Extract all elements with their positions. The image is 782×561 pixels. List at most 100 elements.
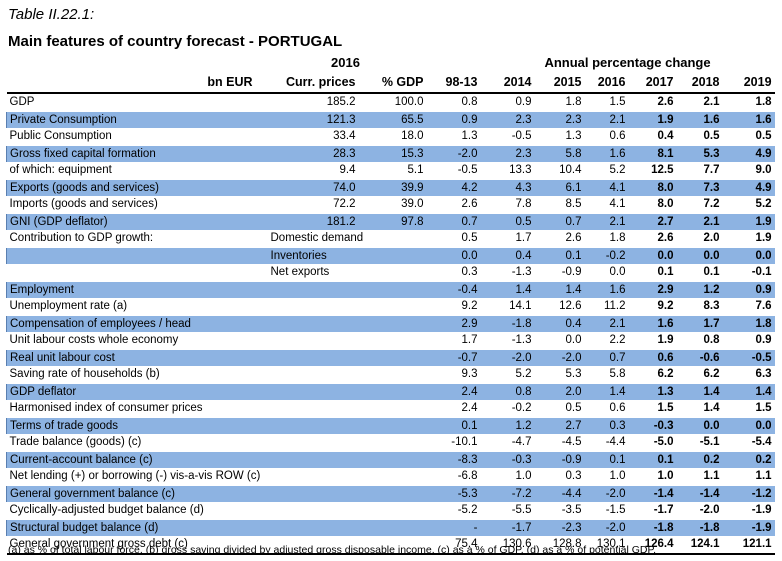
cell-value: 2.1	[676, 212, 723, 230]
cell-value: 2.4	[461, 402, 478, 414]
cell-value: -2.0	[480, 348, 535, 366]
cell-pct-gdp	[358, 450, 427, 468]
cell-value: -1.3	[511, 334, 532, 346]
cell-curr-prices	[265, 366, 359, 383]
cell-value: 1.7	[676, 314, 723, 332]
table-row: Real unit labour cost -0.7 -2.0 -2.0 0.7 0.6-…	[6, 348, 775, 366]
cell-pct-gdp: 18.0	[401, 130, 424, 142]
cell-value: 7.7	[703, 164, 720, 176]
cell-value: 0.0	[676, 246, 723, 264]
cell-curr-prices	[264, 416, 359, 434]
cell-value: 130.6	[480, 536, 535, 555]
cell-value: 5.2	[609, 164, 626, 176]
cell-value: 0.8	[480, 382, 535, 400]
cell-value: -0.3	[628, 416, 677, 434]
cell-value: 2.2	[609, 334, 626, 346]
cell-pct-gdp	[359, 400, 427, 417]
cell-value: 1.5	[755, 402, 772, 414]
cell-curr-prices: 74.0	[264, 178, 359, 196]
row-sublabel: Inventories	[264, 246, 427, 264]
cell-value: -0.2	[584, 246, 629, 264]
table-row: Net exports 0.3 -1.3 -0.9 0.0 0.1 0.1 -0.1	[7, 264, 775, 281]
cell-value: 0.2	[722, 450, 775, 468]
row-label: Contribution to GDP growth:	[9, 232, 154, 244]
row-label: Current-account balance (c)	[6, 450, 265, 468]
cell-value: 124.1	[676, 536, 723, 555]
cell-value: 0.4	[480, 246, 535, 264]
cell-value: -2.0	[534, 348, 585, 366]
cell-value: 11.2	[603, 300, 626, 312]
cell-curr-prices	[265, 434, 359, 451]
cell-value: 1.3	[565, 130, 582, 142]
header-year-2018: 2018	[676, 72, 723, 94]
cell-value: 9.0	[755, 164, 772, 176]
table-row: Unemployment rate (a) 9.2 14.1 12.6 11.2 9.2 8…	[7, 298, 775, 315]
cell-value: 0.9	[515, 96, 532, 108]
table-row: Cyclically-adjusted budget balance (d) -5…	[7, 502, 775, 519]
header-year-2015: 2015	[534, 72, 585, 94]
cell-curr-prices	[265, 400, 359, 417]
cell-value: -1.4	[676, 484, 723, 502]
cell-value: 2.0	[534, 382, 585, 400]
cell-pct-gdp	[358, 518, 427, 536]
row-label: of which: equipment	[9, 164, 112, 176]
cell-value: -7.2	[480, 484, 535, 502]
row-label: Compensation of employees / head	[6, 314, 265, 332]
cell-value: -0.7	[426, 348, 481, 366]
cell-value: 0.6	[609, 402, 626, 414]
cell-pct-gdp	[358, 416, 427, 434]
cell-curr-prices	[264, 518, 359, 536]
cell-value: 8.5	[565, 198, 582, 210]
cell-value: 14.1	[509, 300, 532, 312]
cell-curr-prices	[265, 468, 359, 485]
cell-value: 9.2	[461, 300, 478, 312]
table-row: Employment -0.4 1.4 1.4 1.6 2.9 1.2 0.9	[6, 280, 775, 298]
cell-value: 9.3	[461, 368, 478, 380]
cell-value: -3.5	[561, 504, 582, 516]
table-row: Public Consumption 33.4 18.0 1.3 -0.5 1.3 0.6 0…	[7, 128, 775, 145]
cell-value: 1.4	[584, 382, 629, 400]
cell-value: 4.1	[584, 178, 629, 196]
cell-value: 1.6	[628, 314, 677, 332]
cell-value: 9.2	[657, 300, 674, 312]
cell-value: 2.6	[565, 232, 582, 244]
cell-value: 0.7	[534, 212, 585, 230]
cell-value: 4.3	[480, 178, 535, 196]
cell-curr-prices	[264, 484, 359, 502]
cell-value: 1.1	[703, 470, 720, 482]
row-label: GDP deflator	[6, 382, 265, 400]
cell-value: 5.2	[515, 368, 532, 380]
cell-value: 2.1	[703, 96, 720, 108]
cell-value: -2.0	[584, 484, 629, 502]
row-label: Exports (goods and services)	[6, 178, 265, 196]
cell-value: 7.2	[703, 198, 720, 210]
cell-value: 1.0	[657, 470, 674, 482]
table-row: Current-account balance (c) -8.3 -0.3 -0.9 0…	[6, 450, 775, 468]
cell-value: 1.4	[480, 280, 535, 298]
table-row: of which: equipment 9.4 5.1 -0.5 13.3 10.4 5.2…	[7, 162, 775, 179]
table-row: GDP 185.2 100.0 0.8 0.9 1.8 1.5 2.6 2.1 1.8	[7, 93, 775, 111]
cell-value: -0.9	[534, 450, 585, 468]
table-row: Compensation of employees / head 2.9 -1.8 0…	[6, 314, 775, 332]
cell-value: -1.8	[628, 518, 677, 536]
header-curr-prices: Curr. prices	[264, 72, 359, 94]
cell-value: 1.0	[609, 470, 626, 482]
cell-value: 1.8	[722, 314, 775, 332]
cell-value: -5.4	[751, 436, 772, 448]
header-year-2017: 2017	[628, 72, 677, 94]
header-annual-change: Annual percentage change	[544, 55, 711, 70]
table-row: Saving rate of households (b) 9.3 5.2 5.3 5.…	[7, 366, 775, 383]
table-row: GNI (GDP deflator) 181.2 97.8 0.7 0.5 0.7 2.1 2…	[6, 212, 775, 230]
cell-value: 1.7	[515, 232, 532, 244]
cell-value: 0.5	[565, 402, 582, 414]
cell-pct-gdp	[359, 502, 427, 519]
cell-value: 0.7	[426, 212, 481, 230]
cell-value: 0.1	[534, 246, 585, 264]
forecast-table: 2016 Annual percentage change bn EUR Cur…	[6, 53, 775, 555]
cell-value: -2.0	[699, 504, 720, 516]
cell-curr-prices	[265, 502, 359, 519]
cell-value: -0.4	[426, 280, 481, 298]
cell-value: -5.1	[699, 436, 720, 448]
cell-value: 6.1	[534, 178, 585, 196]
row-label	[6, 246, 265, 264]
